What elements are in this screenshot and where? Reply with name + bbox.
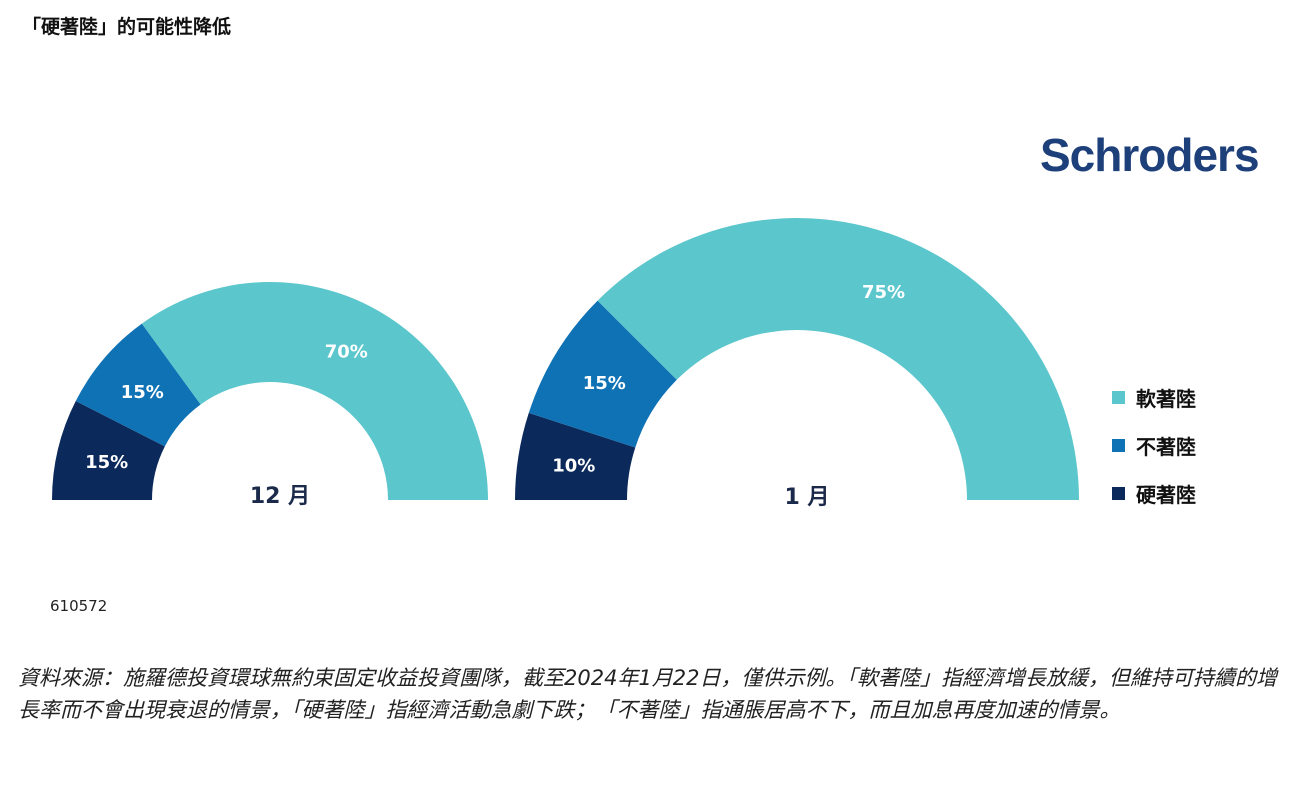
donut-1-segment-soft bbox=[141, 282, 489, 500]
legend-swatch-soft bbox=[1112, 390, 1125, 404]
legend-swatch-no bbox=[1112, 438, 1125, 452]
legend-item-no: 不著陸 bbox=[1112, 431, 1196, 459]
chart-id: 610572 bbox=[50, 597, 108, 615]
donut-2-data-label-hard: 10% bbox=[552, 456, 595, 477]
legend-label-no: 不著陸 bbox=[1136, 434, 1196, 459]
donut-2-data-label-soft: 75% bbox=[862, 282, 905, 303]
donut-1-segment-hard bbox=[52, 401, 165, 500]
donut-2-segment-hard bbox=[515, 412, 636, 500]
donut-2-segment-soft bbox=[597, 217, 1079, 500]
donut-1-data-label-no: 15% bbox=[121, 382, 164, 403]
donut-1-segment-no bbox=[75, 323, 201, 447]
donut-2-month-label: 1 月 bbox=[785, 485, 830, 510]
donut-2-segment-no bbox=[528, 300, 677, 448]
chart-area: 15% 15% 70% 12 月 10% 15% 75% 1 月 bbox=[52, 217, 1079, 510]
legend-swatch-hard bbox=[1112, 486, 1125, 500]
legend-item-soft: 軟著陸 bbox=[1112, 383, 1196, 411]
legend-item-hard: 硬著陸 bbox=[1112, 479, 1196, 507]
legend-label-hard: 硬著陸 bbox=[1136, 482, 1196, 507]
donut-1-month-label: 12 月 bbox=[250, 484, 310, 509]
source-footnote: 資料來源：施羅德投資環球無約束固定收益投資團隊，截至2024年1月22日，僅供示… bbox=[18, 666, 1278, 722]
donut-2-data-label-no: 15% bbox=[583, 373, 626, 394]
chart-title: 「硬著陸」的可能性降低 bbox=[22, 16, 232, 38]
donut-1-data-label-soft: 70% bbox=[325, 341, 368, 362]
legend-label-soft: 軟著陸 bbox=[1136, 386, 1196, 411]
schroders-logo: Schroders bbox=[1040, 129, 1260, 181]
donut-1-data-label-hard: 15% bbox=[85, 452, 128, 473]
